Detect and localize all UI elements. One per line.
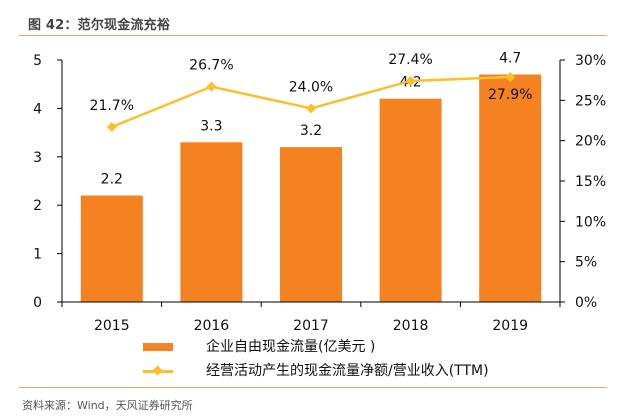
x-tick-label-2017: 2017 bbox=[293, 318, 329, 334]
bar-label-2017: 3.2 bbox=[300, 123, 322, 139]
x-tick-label-2018: 2018 bbox=[393, 318, 429, 334]
axes: 0 1 2 3 4 5 0% 5% 10% 15% 20% 25% 30% 2015 2016 2017 201… bbox=[33, 53, 606, 334]
chart: 2.23.33.24.24.7 0123450%5%10%15%20%25%30… bbox=[33, 51, 606, 334]
header-rule bbox=[19, 35, 607, 36]
bar-label-2016: 3.3 bbox=[200, 118, 222, 134]
line-label-2017: 24.0% bbox=[289, 79, 333, 95]
bar-2016 bbox=[180, 142, 243, 302]
line-label-2015: 21.7% bbox=[90, 98, 134, 114]
line-marker-2015 bbox=[106, 121, 117, 132]
left-tick-label: 4 bbox=[33, 101, 42, 117]
bar-data-labels: 2.23.33.24.24.7 bbox=[101, 51, 522, 188]
x-tick-label-2015: 2015 bbox=[94, 318, 130, 334]
right-tick-label: 5% bbox=[575, 255, 597, 271]
line-marker-2019 bbox=[505, 71, 516, 82]
left-tick-label: 0 bbox=[33, 295, 42, 311]
line-marker-2018 bbox=[405, 75, 416, 86]
x-tick-label-2019: 2019 bbox=[492, 318, 528, 334]
line-data-labels: 21.7% 26.7% 24.0% 27.4% 27.9% bbox=[90, 52, 533, 114]
right-tick-label: 15% bbox=[575, 174, 606, 190]
bar-2017 bbox=[280, 147, 342, 302]
x-tick-label-2016: 2016 bbox=[194, 318, 230, 334]
right-tick-label: 10% bbox=[575, 214, 606, 230]
legend-bar-label: 企业自由现金流量(亿美元 ) bbox=[206, 339, 376, 355]
right-tick-label: 30% bbox=[575, 53, 606, 69]
bar-2019 bbox=[479, 74, 542, 303]
line-marker-2017 bbox=[306, 103, 316, 114]
bar-2015 bbox=[80, 195, 143, 302]
bar-2018 bbox=[379, 98, 442, 302]
line-label-2019: 27.9% bbox=[488, 87, 532, 103]
source-note: 资料来源：Wind，天风证券研究所 bbox=[22, 399, 193, 412]
left-tick-label: 5 bbox=[33, 53, 42, 69]
left-tick-label: 3 bbox=[33, 150, 42, 166]
left-tick-label: 1 bbox=[33, 247, 42, 263]
left-tick-label: 2 bbox=[33, 198, 42, 214]
bar-series bbox=[80, 74, 542, 303]
right-tick-label: 25% bbox=[575, 93, 606, 109]
legend-line-swatch bbox=[143, 370, 173, 373]
line-marker-2016 bbox=[206, 81, 217, 92]
right-tick-label: 0% bbox=[575, 295, 597, 311]
right-tick-label: 20% bbox=[575, 134, 606, 150]
line-series bbox=[106, 71, 516, 132]
footer-rule bbox=[19, 387, 607, 388]
line-label-2018: 27.4% bbox=[388, 52, 432, 68]
legend-bar-swatch bbox=[143, 343, 173, 351]
bar-label-2015: 2.2 bbox=[101, 172, 123, 188]
bar-label-2019: 4.7 bbox=[499, 51, 521, 67]
figure-title: 图 42：范尔现金流充裕 bbox=[28, 18, 171, 33]
legend-line-label: 经营活动产生的现金流量净额/营业收入(TTM) bbox=[206, 363, 489, 379]
line-label-2016: 26.7% bbox=[189, 58, 233, 74]
